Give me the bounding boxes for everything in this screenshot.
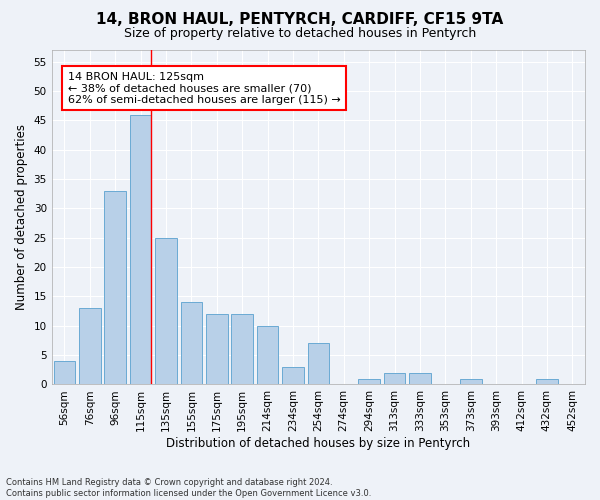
Bar xyxy=(181,302,202,384)
Bar xyxy=(79,308,101,384)
Bar xyxy=(130,114,151,384)
Bar xyxy=(308,344,329,384)
X-axis label: Distribution of detached houses by size in Pentyrch: Distribution of detached houses by size … xyxy=(166,437,470,450)
Bar xyxy=(358,378,380,384)
Y-axis label: Number of detached properties: Number of detached properties xyxy=(15,124,28,310)
Bar xyxy=(206,314,227,384)
Bar xyxy=(104,191,126,384)
Bar xyxy=(282,367,304,384)
Bar xyxy=(384,372,406,384)
Text: 14, BRON HAUL, PENTYRCH, CARDIFF, CF15 9TA: 14, BRON HAUL, PENTYRCH, CARDIFF, CF15 9… xyxy=(97,12,503,28)
Text: Contains HM Land Registry data © Crown copyright and database right 2024.
Contai: Contains HM Land Registry data © Crown c… xyxy=(6,478,371,498)
Bar xyxy=(409,372,431,384)
Text: 14 BRON HAUL: 125sqm
← 38% of detached houses are smaller (70)
62% of semi-detac: 14 BRON HAUL: 125sqm ← 38% of detached h… xyxy=(68,72,340,105)
Bar xyxy=(232,314,253,384)
Bar xyxy=(460,378,482,384)
Bar xyxy=(53,361,75,384)
Text: Size of property relative to detached houses in Pentyrch: Size of property relative to detached ho… xyxy=(124,28,476,40)
Bar xyxy=(536,378,557,384)
Bar xyxy=(155,238,177,384)
Bar xyxy=(257,326,278,384)
